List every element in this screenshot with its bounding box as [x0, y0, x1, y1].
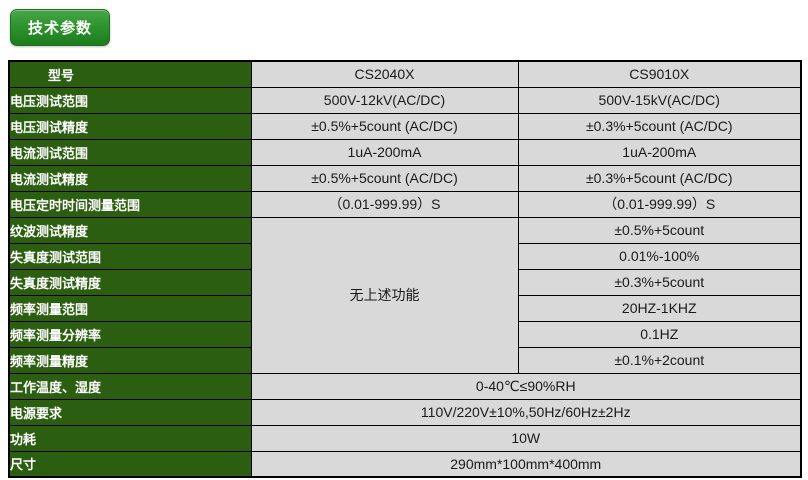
table-row: 电压定时时间测量范围 （0.01-999.99）S （0.01-999.99）S: [8, 190, 802, 218]
table-row: 电流测试范围 1uA-200mA 1uA-200mA: [8, 138, 802, 166]
table-row: 频率测量分辨率 0.1HZ: [8, 320, 802, 348]
cell-voltage-range-cs9010x: 500V-15kV(AC/DC): [517, 86, 802, 114]
specs-table: 型号 CS2040X CS9010X 电压测试范围 500V-12kV(AC/D…: [8, 60, 802, 478]
row-label-dimensions: 尺寸: [8, 450, 252, 478]
cell-current-accuracy-cs2040x: ±0.5%+5count (AC/DC): [250, 164, 519, 192]
table-row: 失真度测试范围 0.01%-100%: [8, 242, 802, 270]
cell-voltage-range-cs2040x: 500V-12kV(AC/DC): [250, 86, 519, 114]
table-row-model: 型号 CS2040X CS9010X: [8, 60, 802, 88]
table-row: 尺寸 290mm*100mm*400mm: [8, 450, 802, 478]
table-row: 电流测试精度 ±0.5%+5count (AC/DC) ±0.3%+5count…: [8, 164, 802, 192]
row-label-voltage-accuracy: 电压测试精度: [8, 112, 252, 140]
model-cs2040x: CS2040X: [250, 60, 519, 88]
cell-frequency-range-cs9010x: 20HZ-1KHZ: [517, 294, 802, 322]
table-row: 频率测量精度 ±0.1%+2count: [8, 346, 802, 374]
table-row: 功耗 10W: [8, 424, 802, 452]
row-label-distortion-accuracy: 失真度测试精度: [8, 268, 252, 296]
cell-power-requirement: 110V/220V±10%,50Hz/60Hz±2Hz: [250, 398, 802, 426]
cell-voltage-accuracy-cs9010x: ±0.3%+5count (AC/DC): [517, 112, 802, 140]
table-row: 工作温度、湿度 0-40℃≤90%RH: [8, 372, 802, 400]
row-label-ripple-accuracy: 纹波测试精度: [8, 216, 252, 244]
cell-frequency-accuracy-cs9010x: ±0.1%+2count: [517, 346, 802, 374]
cell-power-consumption: 10W: [250, 424, 802, 452]
cell-temp-humidity: 0-40℃≤90%RH: [250, 372, 802, 400]
row-label-frequency-resolution: 频率测量分辨率: [8, 320, 252, 348]
row-label-temp-humidity: 工作温度、湿度: [8, 372, 252, 400]
row-label-current-range: 电流测试范围: [8, 138, 252, 166]
row-label-frequency-range: 频率测量范围: [8, 294, 252, 322]
tech-params-badge: 技术参数: [10, 9, 110, 46]
model-cs9010x: CS9010X: [517, 60, 802, 88]
row-label-distortion-range: 失真度测试范围: [8, 242, 252, 270]
tech-params-badge-label: 技术参数: [27, 20, 92, 37]
cell-dimensions: 290mm*100mm*400mm: [250, 450, 802, 478]
row-label-voltage-range: 电压测试范围: [8, 86, 252, 114]
cell-distortion-accuracy-cs9010x: ±0.3%+5count: [517, 268, 802, 296]
cell-distortion-range-cs9010x: 0.01%-100%: [517, 242, 802, 270]
row-label-model: 型号: [8, 60, 252, 88]
table-row: 电压测试范围 500V-12kV(AC/DC) 500V-15kV(AC/DC): [8, 86, 802, 114]
cell-ripple-accuracy-cs9010x: ±0.5%+5count: [517, 216, 802, 244]
row-label-power-consumption: 功耗: [8, 424, 252, 452]
row-label-frequency-accuracy: 频率测量精度: [8, 346, 252, 374]
cell-merged-no-function: 无上述功能: [250, 216, 519, 374]
cell-current-accuracy-cs9010x: ±0.3%+5count (AC/DC): [517, 164, 802, 192]
cell-timing-range-cs2040x: （0.01-999.99）S: [250, 190, 519, 218]
row-label-current-accuracy: 电流测试精度: [8, 164, 252, 192]
cell-timing-range-cs9010x: （0.01-999.99）S: [517, 190, 802, 218]
table-row: 纹波测试精度 无上述功能 ±0.5%+5count: [8, 216, 802, 374]
row-label-power-requirement: 电源要求: [8, 398, 252, 426]
cell-frequency-resolution-cs9010x: 0.1HZ: [517, 320, 802, 348]
table-row: 频率测量范围 20HZ-1KHZ: [8, 294, 802, 322]
cell-current-range-cs2040x: 1uA-200mA: [250, 138, 519, 166]
cell-current-range-cs9010x: 1uA-200mA: [517, 138, 802, 166]
cell-voltage-accuracy-cs2040x: ±0.5%+5count (AC/DC): [250, 112, 519, 140]
row-label-timing-range: 电压定时时间测量范围: [8, 190, 252, 218]
table-row: 电源要求 110V/220V±10%,50Hz/60Hz±2Hz: [8, 398, 802, 426]
table-row: 电压测试精度 ±0.5%+5count (AC/DC) ±0.3%+5count…: [8, 112, 802, 140]
